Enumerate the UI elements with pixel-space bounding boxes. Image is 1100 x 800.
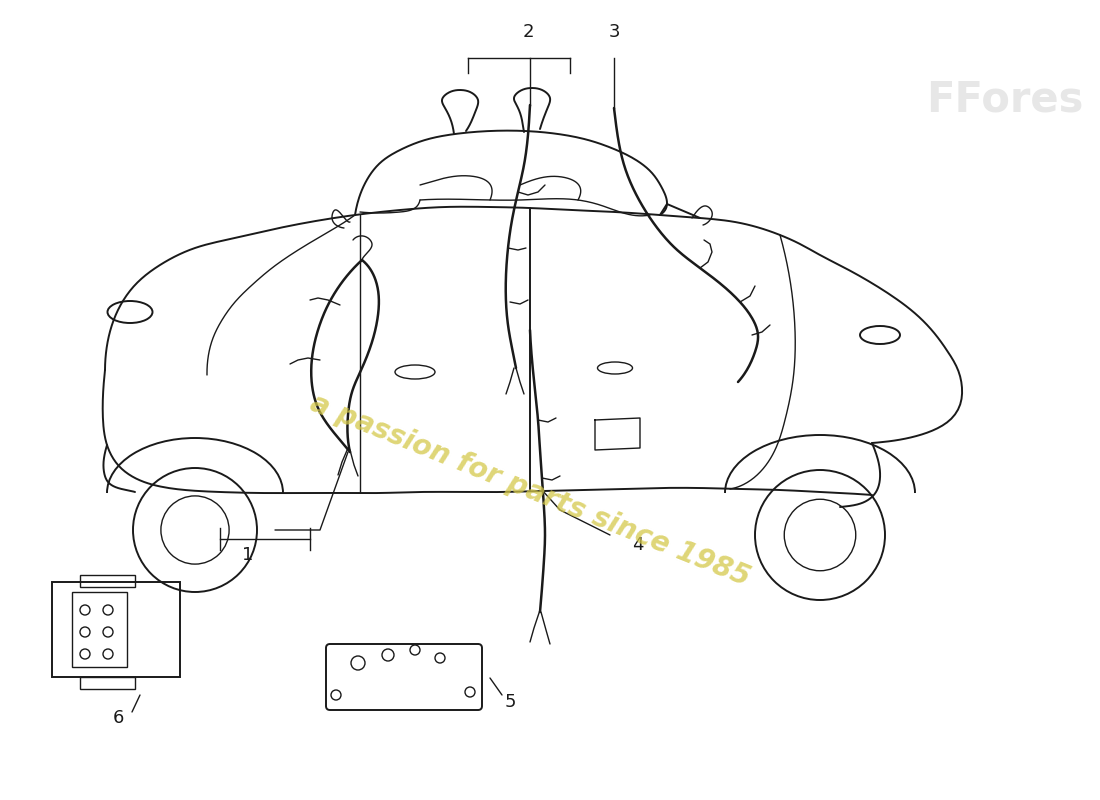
Text: 6: 6 bbox=[112, 709, 123, 727]
Bar bbox=[52, 582, 180, 677]
Text: 2: 2 bbox=[522, 23, 534, 41]
Bar bbox=[72, 592, 126, 667]
Text: 1: 1 bbox=[242, 546, 254, 564]
Text: 5: 5 bbox=[504, 693, 516, 711]
Text: FFores: FFores bbox=[926, 79, 1084, 121]
Text: 4: 4 bbox=[632, 536, 644, 554]
Text: 3: 3 bbox=[608, 23, 619, 41]
Bar bbox=[80, 575, 135, 587]
Text: a passion for parts since 1985: a passion for parts since 1985 bbox=[306, 389, 754, 591]
Bar bbox=[80, 677, 135, 689]
